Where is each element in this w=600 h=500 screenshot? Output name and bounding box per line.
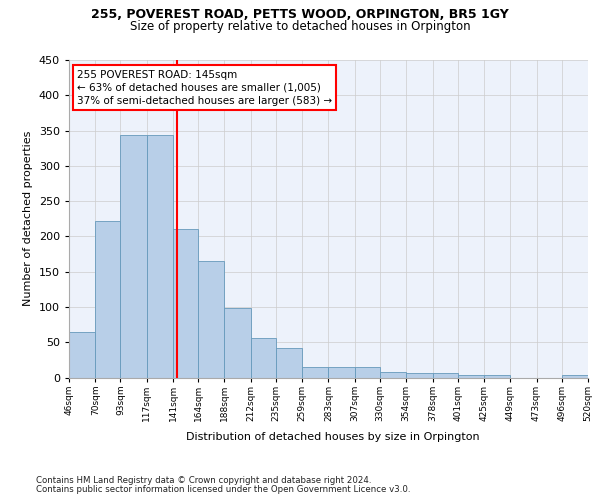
Bar	[251, 338, 276, 378]
Bar	[173, 230, 198, 378]
Bar	[484, 374, 510, 378]
Text: 255 POVEREST ROAD: 145sqm
← 63% of detached houses are smaller (1,005)
37% of se: 255 POVEREST ROAD: 145sqm ← 63% of detac…	[77, 70, 332, 106]
Text: Distribution of detached houses by size in Orpington: Distribution of detached houses by size …	[186, 432, 480, 442]
Bar	[380, 372, 406, 378]
Bar	[198, 261, 224, 378]
Text: Contains HM Land Registry data © Crown copyright and database right 2024.: Contains HM Land Registry data © Crown c…	[36, 476, 371, 485]
Bar	[147, 135, 173, 378]
Bar	[355, 367, 380, 378]
Text: Size of property relative to detached houses in Orpington: Size of property relative to detached ho…	[130, 20, 470, 33]
Bar	[95, 221, 121, 378]
Text: Contains public sector information licensed under the Open Government Licence v3: Contains public sector information licen…	[36, 485, 410, 494]
Bar	[329, 367, 355, 378]
Bar	[69, 332, 95, 378]
Y-axis label: Number of detached properties: Number of detached properties	[23, 131, 33, 306]
Bar	[562, 374, 588, 378]
Bar	[406, 372, 433, 378]
Bar	[224, 308, 251, 378]
Bar	[276, 348, 302, 378]
Bar	[433, 372, 458, 378]
Text: 255, POVEREST ROAD, PETTS WOOD, ORPINGTON, BR5 1GY: 255, POVEREST ROAD, PETTS WOOD, ORPINGTO…	[91, 8, 509, 20]
Bar	[302, 367, 329, 378]
Bar	[121, 135, 147, 378]
Bar	[458, 374, 484, 378]
